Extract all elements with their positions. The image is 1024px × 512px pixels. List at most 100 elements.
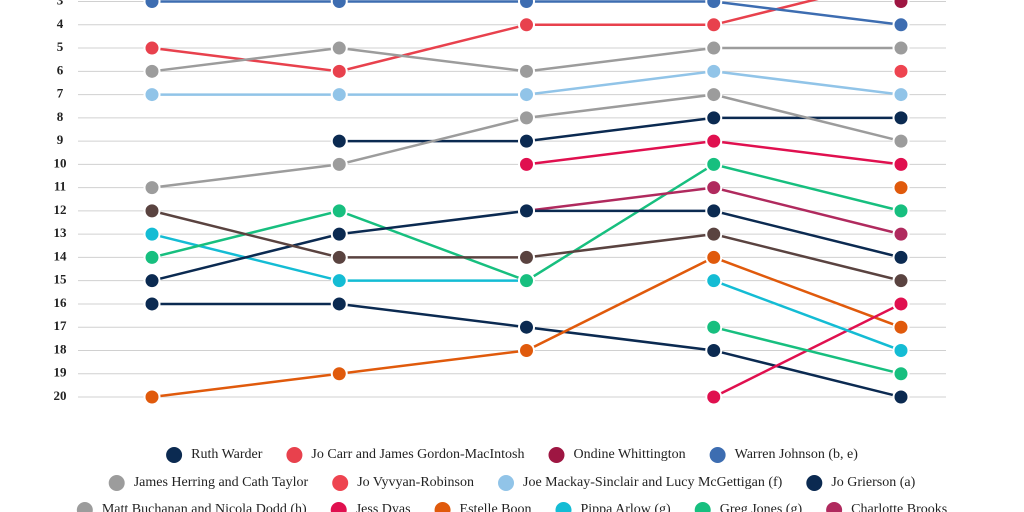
- rank-dot: [705, 272, 723, 290]
- legend-swatch: [694, 502, 711, 512]
- y-tick-label: 9: [57, 132, 64, 147]
- rank-dot: [330, 272, 348, 290]
- y-tick-label: 15: [54, 272, 68, 287]
- legend-label: James Herring and Cath Taylor: [134, 475, 309, 490]
- rank-dot: [892, 155, 910, 173]
- rank-dot: [892, 39, 910, 57]
- y-tick-label: 19: [54, 365, 68, 380]
- rank-dot: [705, 0, 723, 11]
- legend-swatch: [76, 502, 93, 512]
- legend-swatch: [108, 475, 125, 491]
- rank-dot: [518, 62, 535, 80]
- rank-dot: [892, 179, 910, 197]
- y-tick-label: 4: [57, 16, 64, 31]
- rank-dot: [705, 109, 723, 127]
- rank-dot: [892, 295, 910, 313]
- legend-label: Greg Jones (g): [720, 502, 803, 512]
- rank-dot: [518, 318, 535, 336]
- y-tick-label: 8: [57, 109, 64, 124]
- rank-dot: [518, 248, 535, 266]
- legend-row: Matt Buchanan and Nicola Dodd (h) Jess Dy…: [76, 502, 947, 512]
- y-tick-label: 7: [57, 86, 64, 101]
- legend-label: Ruth Warder: [191, 447, 263, 462]
- rank-dot: [892, 272, 910, 290]
- rank-dot: [892, 318, 910, 336]
- y-tick-label: 5: [57, 39, 64, 54]
- legend-label: Jo Vyvyan-Robinson: [357, 475, 474, 490]
- legend-swatch: [286, 447, 303, 463]
- rank-dot: [143, 248, 161, 266]
- rank-dot: [143, 179, 161, 197]
- legend-label: Charlotte Brooks: [851, 502, 947, 512]
- rank-dot: [330, 295, 348, 313]
- legend-swatch: [555, 502, 572, 512]
- rank-dot: [143, 272, 161, 290]
- legend-row: Ruth Warder Jo Carr and James Gordon-MacI…: [166, 447, 858, 463]
- rank-dot: [143, 202, 161, 220]
- legend-swatch: [709, 447, 726, 463]
- rank-dot: [705, 179, 723, 197]
- rank-dot: [518, 341, 535, 359]
- rank-dot: [143, 295, 161, 313]
- rank-dot: [518, 132, 535, 150]
- rank-dot: [705, 155, 723, 173]
- legend-swatch: [332, 475, 349, 491]
- rank-dot: [705, 62, 723, 80]
- legend-swatch: [498, 475, 515, 491]
- rank-dot: [892, 248, 910, 266]
- legend-swatch: [548, 447, 565, 463]
- legend-swatch: [806, 475, 823, 491]
- legend-label: Jo Grierson (a): [831, 475, 915, 490]
- rank-dot: [330, 86, 348, 104]
- rank-dot: [330, 225, 348, 243]
- rank-dot: [705, 86, 723, 104]
- rank-dot: [143, 86, 161, 104]
- rank-dot: [705, 132, 723, 150]
- y-tick-label: 14: [54, 248, 68, 263]
- legend-label: Jo Carr and James Gordon-MacIntosh: [311, 447, 524, 462]
- rank-dot: [330, 202, 348, 220]
- rank-dot: [330, 155, 348, 173]
- rank-dot: [705, 318, 723, 336]
- rank-dot: [143, 39, 161, 57]
- y-tick-label: 10: [54, 155, 67, 170]
- rank-dot: [705, 16, 723, 34]
- rank-dot: [892, 132, 910, 150]
- series-line: [713, 325, 902, 375]
- legend-swatch: [330, 502, 347, 512]
- rank-dot: [518, 16, 535, 34]
- rank-dot: [892, 0, 910, 11]
- rank-dot: [518, 109, 535, 127]
- series-line: [151, 209, 902, 282]
- legend-label: Joe Mackay-Sinclair and Lucy McGettigan …: [523, 475, 783, 490]
- legend-label: Pippa Arlow (g): [580, 502, 671, 512]
- rank-dot: [892, 202, 910, 220]
- rank-dot: [330, 248, 348, 266]
- y-tick-label: 6: [57, 62, 64, 77]
- rank-dot: [892, 388, 910, 406]
- legend-label: Warren Johnson (b, e): [735, 447, 859, 462]
- y-tick-label: 20: [54, 388, 67, 403]
- rank-dot: [143, 0, 161, 11]
- legend-label: Ondine Whittington: [573, 447, 685, 462]
- y-tick-label: 18: [54, 341, 68, 356]
- rank-dot: [518, 272, 535, 290]
- rank-dot: [892, 86, 910, 104]
- y-tick-label: 16: [54, 295, 68, 310]
- series-line: [151, 209, 902, 282]
- rank-dot: [143, 388, 161, 406]
- legend-swatch: [166, 447, 183, 463]
- rank-dot: [518, 155, 535, 173]
- rank-dot: [705, 341, 723, 359]
- series-line: [713, 279, 902, 352]
- rank-dot: [143, 62, 161, 80]
- rank-dot: [143, 225, 161, 243]
- y-tick-label: 3: [57, 0, 64, 8]
- rank-dot: [518, 86, 535, 104]
- y-tick-label: 13: [54, 225, 68, 240]
- y-tick-label: 12: [54, 202, 67, 217]
- legend-swatch: [826, 502, 843, 512]
- rank-dot: [705, 225, 723, 243]
